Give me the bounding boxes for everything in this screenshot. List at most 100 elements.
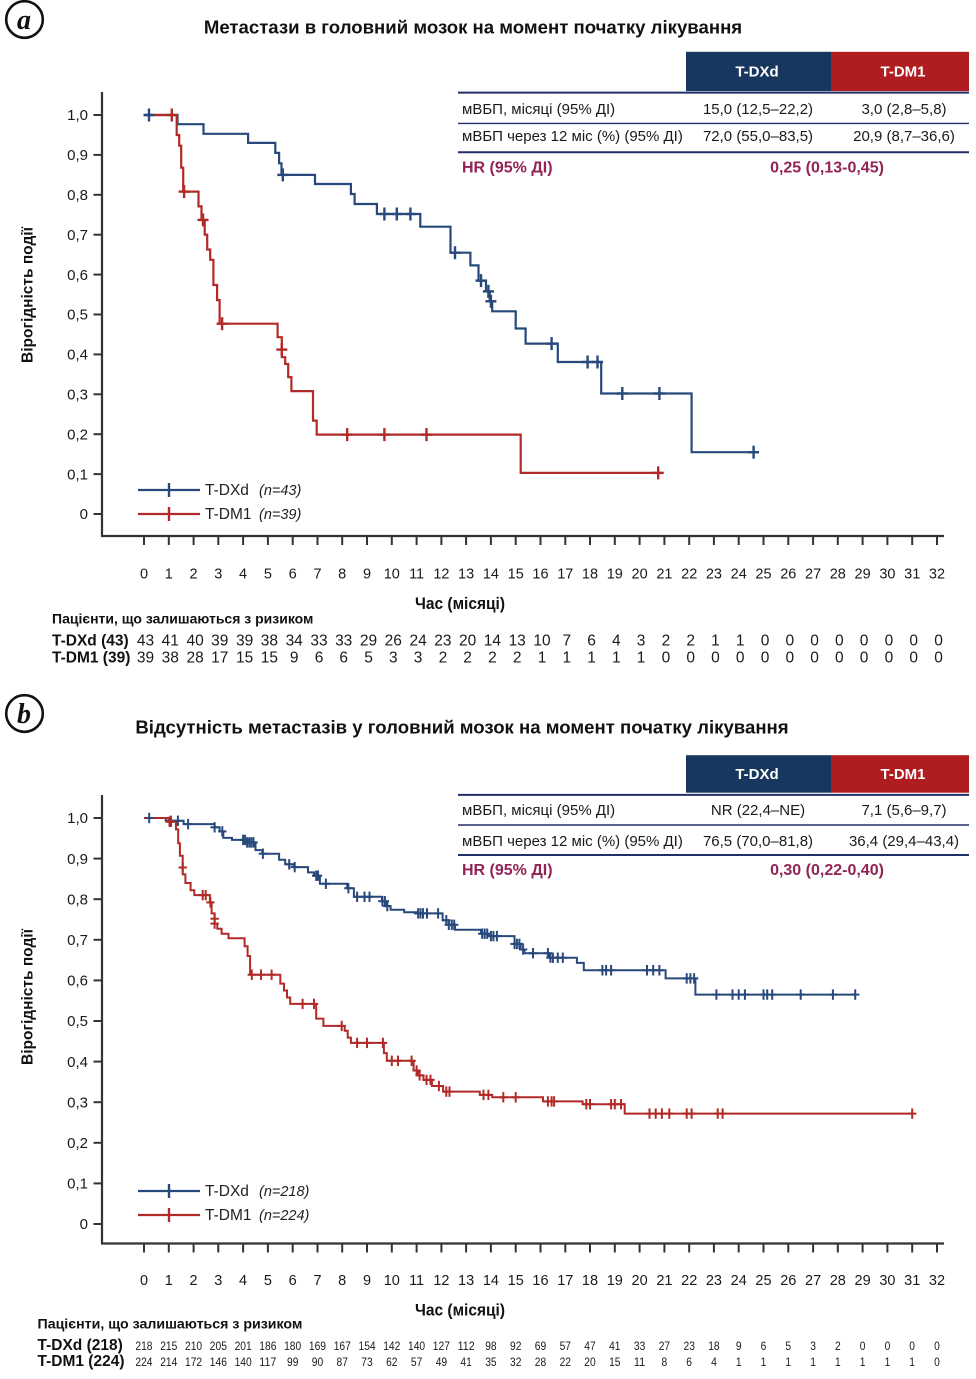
svg-text:20,9 (8,7–36,6): 20,9 (8,7–36,6)	[853, 128, 955, 145]
svg-text:0,25 (0,13-0,45): 0,25 (0,13-0,45)	[770, 160, 884, 177]
svg-text:0: 0	[761, 650, 770, 667]
svg-text:мВБП через 12 міс (%) (95% ДІ): мВБП через 12 міс (%) (95% ДІ)	[462, 833, 683, 850]
svg-text:87: 87	[337, 1355, 349, 1369]
svg-text:T-DXd (43): T-DXd (43)	[52, 633, 129, 650]
svg-text:12: 12	[433, 567, 449, 583]
svg-text:15: 15	[508, 567, 524, 583]
svg-text:Вірогідність події: Вірогідність події	[20, 226, 37, 363]
svg-text:HR (95% ДІ): HR (95% ДІ)	[462, 862, 553, 879]
svg-text:10: 10	[533, 633, 551, 650]
svg-text:0: 0	[80, 506, 88, 523]
svg-text:0: 0	[860, 633, 869, 650]
svg-text:39: 39	[236, 633, 253, 650]
svg-text:22: 22	[681, 1273, 697, 1289]
svg-text:1: 1	[538, 650, 547, 667]
svg-text:28: 28	[535, 1355, 547, 1369]
svg-text:6: 6	[315, 650, 324, 667]
svg-text:NR (22,4–NE): NR (22,4–NE)	[711, 802, 805, 819]
svg-text:0: 0	[835, 633, 844, 650]
svg-text:(n=218): (n=218)	[259, 1184, 309, 1200]
svg-text:33: 33	[310, 633, 327, 650]
svg-text:215: 215	[160, 1339, 177, 1353]
svg-text:112: 112	[458, 1339, 475, 1353]
svg-text:a: a	[17, 5, 31, 36]
svg-text:27: 27	[659, 1339, 671, 1353]
svg-text:мВБП, місяці (95% ДІ): мВБП, місяці (95% ДІ)	[462, 101, 615, 118]
svg-text:2: 2	[190, 567, 198, 583]
svg-text:1: 1	[637, 650, 646, 667]
svg-text:0,3: 0,3	[67, 1094, 88, 1111]
svg-text:21: 21	[656, 567, 672, 583]
svg-text:Час (місяці): Час (місяці)	[415, 1300, 505, 1319]
svg-text:(n=39): (n=39)	[259, 507, 301, 523]
svg-text:0: 0	[885, 650, 894, 667]
svg-text:23: 23	[684, 1339, 696, 1353]
svg-text:9: 9	[363, 567, 371, 583]
svg-text:0,5: 0,5	[67, 307, 88, 324]
svg-text:169: 169	[309, 1339, 326, 1353]
svg-text:29: 29	[360, 633, 377, 650]
svg-text:167: 167	[334, 1339, 351, 1353]
svg-text:7: 7	[313, 1273, 321, 1289]
svg-text:38: 38	[261, 633, 278, 650]
svg-text:16: 16	[532, 1273, 548, 1289]
svg-text:0: 0	[140, 1273, 148, 1289]
svg-text:0,4: 0,4	[67, 347, 88, 364]
svg-text:140: 140	[408, 1339, 425, 1353]
svg-text:214: 214	[160, 1355, 177, 1369]
svg-text:13: 13	[458, 567, 474, 583]
svg-text:1,0: 1,0	[67, 810, 88, 827]
svg-text:Відсутність метастазів у голов: Відсутність метастазів у головний мозок …	[135, 717, 788, 738]
svg-text:11: 11	[409, 1273, 424, 1289]
svg-text:32: 32	[929, 567, 945, 583]
svg-text:2: 2	[835, 1339, 841, 1353]
svg-text:0: 0	[860, 650, 869, 667]
svg-text:6: 6	[289, 567, 297, 583]
svg-text:1: 1	[165, 1273, 173, 1289]
svg-text:18: 18	[708, 1339, 720, 1353]
svg-text:20: 20	[632, 567, 648, 583]
svg-text:1: 1	[885, 1355, 891, 1369]
svg-text:5: 5	[364, 650, 373, 667]
svg-text:0,1: 0,1	[67, 1176, 88, 1193]
svg-text:0,9: 0,9	[67, 147, 88, 164]
svg-text:0: 0	[140, 567, 148, 583]
svg-text:0,3: 0,3	[67, 387, 88, 404]
svg-text:T-DXd: T-DXd	[205, 1183, 249, 1200]
svg-text:23: 23	[434, 633, 451, 650]
svg-text:3: 3	[214, 567, 222, 583]
svg-text:28: 28	[186, 650, 203, 667]
svg-text:25: 25	[755, 1273, 771, 1289]
svg-text:39: 39	[137, 650, 154, 667]
svg-text:2: 2	[662, 633, 671, 650]
svg-text:0,5: 0,5	[67, 1013, 88, 1030]
svg-text:18: 18	[582, 1273, 598, 1289]
svg-text:0: 0	[885, 633, 894, 650]
svg-text:57: 57	[411, 1355, 423, 1369]
svg-text:1: 1	[711, 633, 720, 650]
svg-text:15: 15	[508, 1273, 524, 1289]
svg-text:2: 2	[686, 633, 695, 650]
svg-text:0: 0	[810, 633, 819, 650]
svg-text:30: 30	[879, 1273, 895, 1289]
svg-text:7: 7	[562, 633, 571, 650]
svg-text:0: 0	[835, 650, 844, 667]
svg-text:19: 19	[607, 1273, 623, 1289]
svg-text:1: 1	[587, 650, 596, 667]
svg-text:T-DM1 (39): T-DM1 (39)	[52, 650, 130, 667]
svg-text:140: 140	[235, 1355, 252, 1369]
svg-text:142: 142	[383, 1339, 400, 1353]
svg-text:0: 0	[761, 633, 770, 650]
svg-text:3: 3	[389, 650, 398, 667]
svg-text:15: 15	[261, 650, 278, 667]
svg-text:172: 172	[185, 1355, 202, 1369]
svg-text:4: 4	[239, 567, 247, 583]
svg-text:17: 17	[557, 567, 573, 583]
svg-text:12: 12	[433, 1273, 449, 1289]
svg-text:41: 41	[162, 633, 179, 650]
svg-text:18: 18	[582, 567, 598, 583]
svg-text:0,2: 0,2	[67, 1135, 88, 1152]
svg-text:0,2: 0,2	[67, 426, 88, 443]
svg-text:22: 22	[681, 567, 697, 583]
svg-text:(n=224): (n=224)	[259, 1208, 309, 1224]
